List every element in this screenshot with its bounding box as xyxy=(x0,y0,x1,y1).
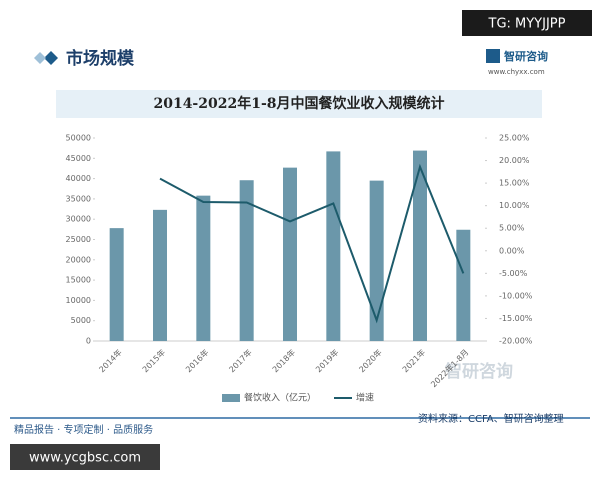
y2-tick-label: 20.00% xyxy=(499,156,530,165)
y2-tick-label: 25.00% xyxy=(499,134,530,143)
y2-tick-label: 10.00% xyxy=(499,201,530,210)
y-tick-label: 5000 xyxy=(71,316,91,325)
tag-box xyxy=(462,10,592,36)
y2-tick-label: 5.00% xyxy=(499,224,525,233)
bar xyxy=(456,229,471,341)
y-tick-label: 30000 xyxy=(66,215,91,224)
tag: TG: MYYJJPP xyxy=(488,17,566,32)
y-tick-label: 20000 xyxy=(66,255,91,264)
title-box xyxy=(56,90,542,118)
bar xyxy=(369,180,384,341)
y-tick-label: 45000 xyxy=(66,154,91,163)
watermark: 智研咨询 xyxy=(445,361,513,382)
y2-tick-label: 0.00% xyxy=(499,246,525,255)
y2-tick-label: -5.00% xyxy=(499,269,528,278)
section-icon xyxy=(34,52,46,64)
y-tick-label: 10000 xyxy=(66,296,91,305)
y2-tick-label: -20.00% xyxy=(499,337,533,346)
chart-title: 2014-2022年1-8月中国餐饮业收入规模统计 xyxy=(153,95,444,112)
bar xyxy=(326,151,341,341)
y-tick-label: 35000 xyxy=(66,194,91,203)
line xyxy=(159,163,465,324)
brand-logo xyxy=(486,49,500,63)
bar xyxy=(239,180,254,341)
bar xyxy=(413,150,427,341)
site-box xyxy=(10,444,160,470)
bar xyxy=(153,209,167,341)
brand-site: www.chyxx.com xyxy=(488,68,545,76)
site: www.ycgbsc.com xyxy=(29,451,141,466)
legend-label: 增速 xyxy=(356,392,374,404)
y-tick-label: 15000 xyxy=(66,276,91,285)
bar xyxy=(196,195,211,341)
y-tick-label: 40000 xyxy=(66,174,91,183)
slogan: 精品报告 · 专项定制 · 品质服务 xyxy=(14,423,153,436)
y-tick-label: 25000 xyxy=(66,235,91,244)
section-title: 市场规模 xyxy=(66,48,135,69)
section-icon xyxy=(44,51,58,65)
legend-swatch xyxy=(222,394,240,402)
brand: 智研咨询 xyxy=(504,49,548,63)
y2-tick-label: -10.00% xyxy=(499,291,533,300)
y2-tick-label: -15.00% xyxy=(499,314,533,323)
y-tick-label: 0 xyxy=(86,337,91,346)
source: 资料来源：CCFA、智研咨询整理 xyxy=(418,412,564,425)
bar xyxy=(283,167,297,341)
legend-label: 餐饮收入（亿元） xyxy=(244,392,316,404)
y2-tick-label: 15.00% xyxy=(499,179,530,188)
y-tick-label: 50000 xyxy=(66,134,91,143)
bar xyxy=(109,228,124,341)
